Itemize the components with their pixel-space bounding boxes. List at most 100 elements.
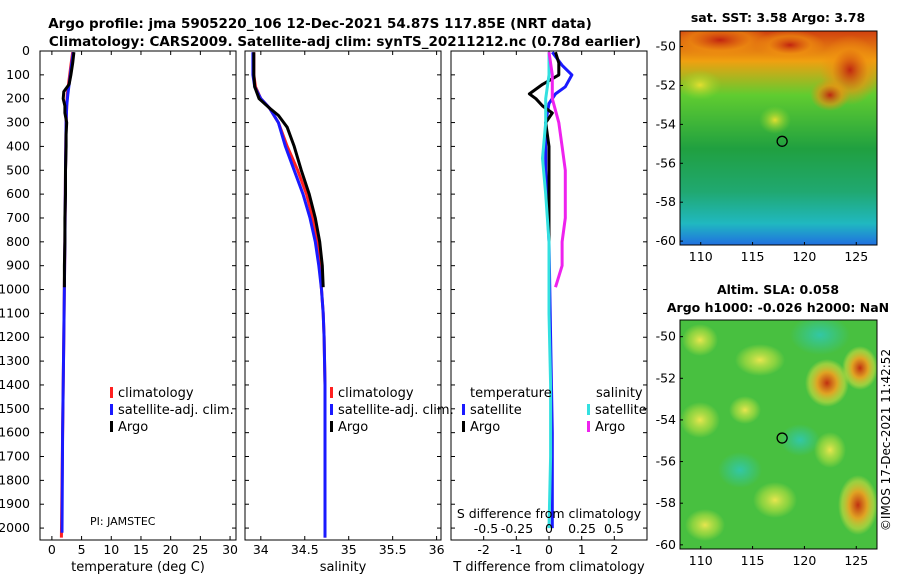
legend-swatch-argo bbox=[330, 421, 333, 432]
series-line-argo bbox=[252, 52, 325, 288]
map-y-tick-label: -50 bbox=[656, 39, 676, 54]
sst-yellow-patch bbox=[759, 106, 791, 134]
x-tick-label: 10 bbox=[103, 542, 119, 557]
salinity-legend: climatology satellite-adj. clim. Argo bbox=[330, 386, 454, 435]
difference-series bbox=[527, 51, 574, 529]
legend-label-climatology: climatology bbox=[338, 386, 414, 401]
sst-yellow-patch bbox=[680, 70, 722, 100]
x-tick-label: 2 bbox=[610, 542, 618, 557]
map-y-tick-label: -60 bbox=[656, 537, 676, 552]
depth-tick-label: 100 bbox=[6, 67, 30, 82]
legend-swatch-s-satellite bbox=[587, 404, 590, 415]
temperature-panel bbox=[39, 50, 237, 541]
sst-warm-patch bbox=[810, 79, 850, 111]
sla-yellow-patch bbox=[735, 344, 785, 376]
map-x-tick-label: 125 bbox=[844, 249, 868, 264]
x-tick-label: 1 bbox=[578, 542, 586, 557]
map-x-tick-label: 120 bbox=[792, 249, 816, 264]
s-diff-tick-label: 0.25 bbox=[568, 521, 596, 536]
x-tick-label: 34 bbox=[253, 542, 269, 557]
s-difference-label: S difference from climatology bbox=[457, 506, 642, 521]
depth-tick-label: 1300 bbox=[0, 353, 30, 368]
map-y-tick-label: -54 bbox=[656, 412, 676, 427]
depth-tick-label: 1400 bbox=[0, 377, 30, 392]
series-line-temperature-argo bbox=[527, 51, 561, 288]
map-y-tick-label: -54 bbox=[656, 116, 676, 131]
depth-tick-label: 1000 bbox=[0, 282, 30, 297]
depth-tick-label: 1100 bbox=[0, 305, 30, 320]
legend-label-s-argo: Argo bbox=[595, 420, 625, 435]
x-tick-label: 0 bbox=[48, 542, 56, 557]
temperature-series bbox=[59, 51, 76, 538]
depth-tick-label: 900 bbox=[6, 258, 30, 273]
sst-warm-patch bbox=[755, 31, 825, 60]
depth-tick-label: 300 bbox=[6, 115, 30, 130]
legend-swatch-satellite bbox=[330, 404, 333, 415]
x-tick-label: 0 bbox=[545, 542, 553, 557]
depth-tick-label: 1200 bbox=[0, 329, 30, 344]
depth-tick-label: 800 bbox=[6, 234, 30, 249]
depth-tick-label: 1700 bbox=[0, 449, 30, 464]
sla-map-subtitle: Argo h1000: -0.026 h2000: NaN bbox=[667, 300, 889, 315]
axis-ticks: 0 5 10 15 20 25 30 34 34.5 35 35.5 36 -2 -1 0 1 2 bbox=[40, 50, 647, 557]
sla-map-frame bbox=[679, 319, 878, 550]
sla-yellow-patch bbox=[685, 509, 725, 541]
sla-yellow-patch bbox=[814, 432, 846, 468]
map-x-tick-label: 115 bbox=[741, 553, 765, 568]
depth-axis: 0 100 200 300 400 500 600 700 800 900 1000 1100 1200… bbox=[0, 43, 30, 535]
depth-tick-label: 1500 bbox=[0, 401, 30, 416]
sla-high-patch bbox=[842, 346, 877, 390]
salinity-xlabel: salinity bbox=[320, 560, 367, 575]
sla-cyan-patch bbox=[780, 424, 820, 456]
map-y-tick-label: -58 bbox=[656, 495, 676, 510]
s-diff-tick-label: 0 bbox=[545, 521, 553, 536]
x-tick-label: -2 bbox=[477, 542, 489, 557]
sla-high-patch bbox=[805, 359, 849, 407]
series-line-salinity-argo bbox=[547, 51, 567, 288]
sla-map bbox=[680, 320, 877, 549]
depth-tick-label: 500 bbox=[6, 162, 30, 177]
legend-label-t-argo: Argo bbox=[470, 420, 500, 435]
depth-tick-label: 600 bbox=[6, 186, 30, 201]
sla-cyan-patch bbox=[790, 320, 850, 355]
s-difference-ticks: -0.5 -0.25 0 0.25 0.5 bbox=[474, 521, 624, 536]
x-tick-label: 34.5 bbox=[291, 542, 319, 557]
x-tick-label: 36 bbox=[429, 542, 445, 557]
legend-swatch-climatology bbox=[330, 387, 333, 398]
sla-yellow-patch bbox=[753, 482, 797, 518]
sst-map-ticks: 110 115 120 125 -50 -52 -54 -56 -58 -60 bbox=[656, 39, 869, 264]
series-lines bbox=[59, 51, 574, 538]
map-y-tick-label: -60 bbox=[656, 233, 676, 248]
legend-swatch-t-satellite bbox=[462, 404, 465, 415]
x-tick-label: 30 bbox=[222, 542, 238, 557]
depth-tick-label: 400 bbox=[6, 138, 30, 153]
figure-title-line1: Argo profile: jma 5905220_106 12-Dec-202… bbox=[48, 16, 592, 32]
sla-yellow-patch bbox=[682, 324, 718, 356]
legend-swatch-climatology bbox=[110, 387, 113, 398]
legend-label-satellite: satellite-adj. clim. bbox=[118, 403, 234, 418]
map-x-tick-label: 125 bbox=[844, 553, 868, 568]
map-x-tick-label: 110 bbox=[689, 249, 713, 264]
s-diff-tick-label: -0.5 bbox=[474, 521, 498, 536]
legend-swatch-s-argo bbox=[587, 421, 590, 432]
map-y-tick-label: -56 bbox=[656, 454, 676, 469]
sla-high-patch bbox=[838, 475, 877, 535]
legend-label-climatology: climatology bbox=[118, 386, 194, 401]
imos-watermark: ©IMOS 17-Dec-2021 11:42:52 bbox=[879, 349, 893, 531]
salinity-series bbox=[251, 52, 327, 538]
legend-swatch-t-argo bbox=[462, 421, 465, 432]
map-y-tick-label: -52 bbox=[656, 370, 676, 385]
sla-map-title: Altim. SLA: 0.058 bbox=[717, 282, 839, 297]
x-tick-label: 15 bbox=[133, 542, 149, 557]
sla-yellow-patch bbox=[729, 396, 761, 424]
legend-label-satellite: satellite-adj. clim. bbox=[338, 403, 454, 418]
series-line-argo bbox=[61, 52, 76, 288]
temperature-legend: climatology satellite-adj. clim. Argo bbox=[110, 386, 234, 435]
sst-map-frame bbox=[679, 30, 878, 246]
depth-tick-label: 1600 bbox=[0, 425, 30, 440]
x-tick-label: 35 bbox=[341, 542, 357, 557]
depth-tick-label: 2000 bbox=[0, 520, 30, 535]
s-diff-tick-label: 0.5 bbox=[604, 521, 624, 536]
sla-cyan-patch bbox=[718, 452, 762, 488]
legend-title-salinity: salinity bbox=[596, 386, 643, 401]
